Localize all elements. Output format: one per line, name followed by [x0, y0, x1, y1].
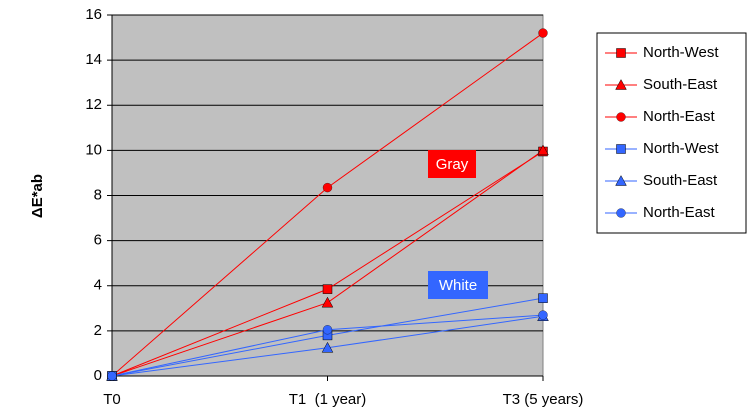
y-tick-label: 4	[94, 277, 102, 294]
marker	[615, 79, 627, 90]
x-tick-label: T1 (1 year)	[289, 391, 367, 408]
y-tick-label: 16	[85, 6, 102, 23]
annotation-box	[428, 150, 476, 178]
y-tick-label: 6	[94, 232, 102, 249]
marker	[616, 48, 626, 58]
y-tick-label: 10	[85, 141, 102, 158]
marker	[616, 112, 626, 122]
marker	[615, 175, 627, 186]
x-tick-label: T3 (5 years)	[503, 391, 584, 408]
legend-label: North-East	[643, 108, 716, 125]
legend-label: South-East	[643, 76, 718, 93]
y-axis-label: ΔE*ab	[29, 174, 46, 218]
marker	[322, 325, 333, 335]
marker	[321, 296, 334, 308]
marker	[537, 144, 549, 156]
y-tick-label: 0	[94, 367, 102, 384]
marker	[107, 371, 117, 381]
annotation: Gray	[436, 156, 469, 173]
marker	[616, 208, 626, 218]
y-tick-label: 8	[94, 186, 102, 203]
legend-label: South-East	[643, 172, 718, 189]
y-tick-label: 2	[94, 322, 102, 339]
x-tick-label: T0	[103, 391, 121, 408]
marker	[616, 144, 626, 154]
marker	[322, 182, 333, 193]
y-tick-label: 14	[85, 51, 102, 68]
marker	[538, 28, 548, 38]
y-tick-label: 12	[85, 96, 102, 113]
legend	[596, 32, 747, 234]
marker	[538, 293, 548, 303]
marker	[538, 310, 548, 320]
legend-label: North-East	[643, 204, 716, 221]
annotation-box	[428, 271, 488, 299]
marker	[321, 341, 334, 353]
legend-label: North-West	[643, 140, 719, 157]
legend-label: North-West	[643, 44, 719, 61]
marker	[322, 284, 333, 294]
annotation: White	[439, 277, 477, 294]
